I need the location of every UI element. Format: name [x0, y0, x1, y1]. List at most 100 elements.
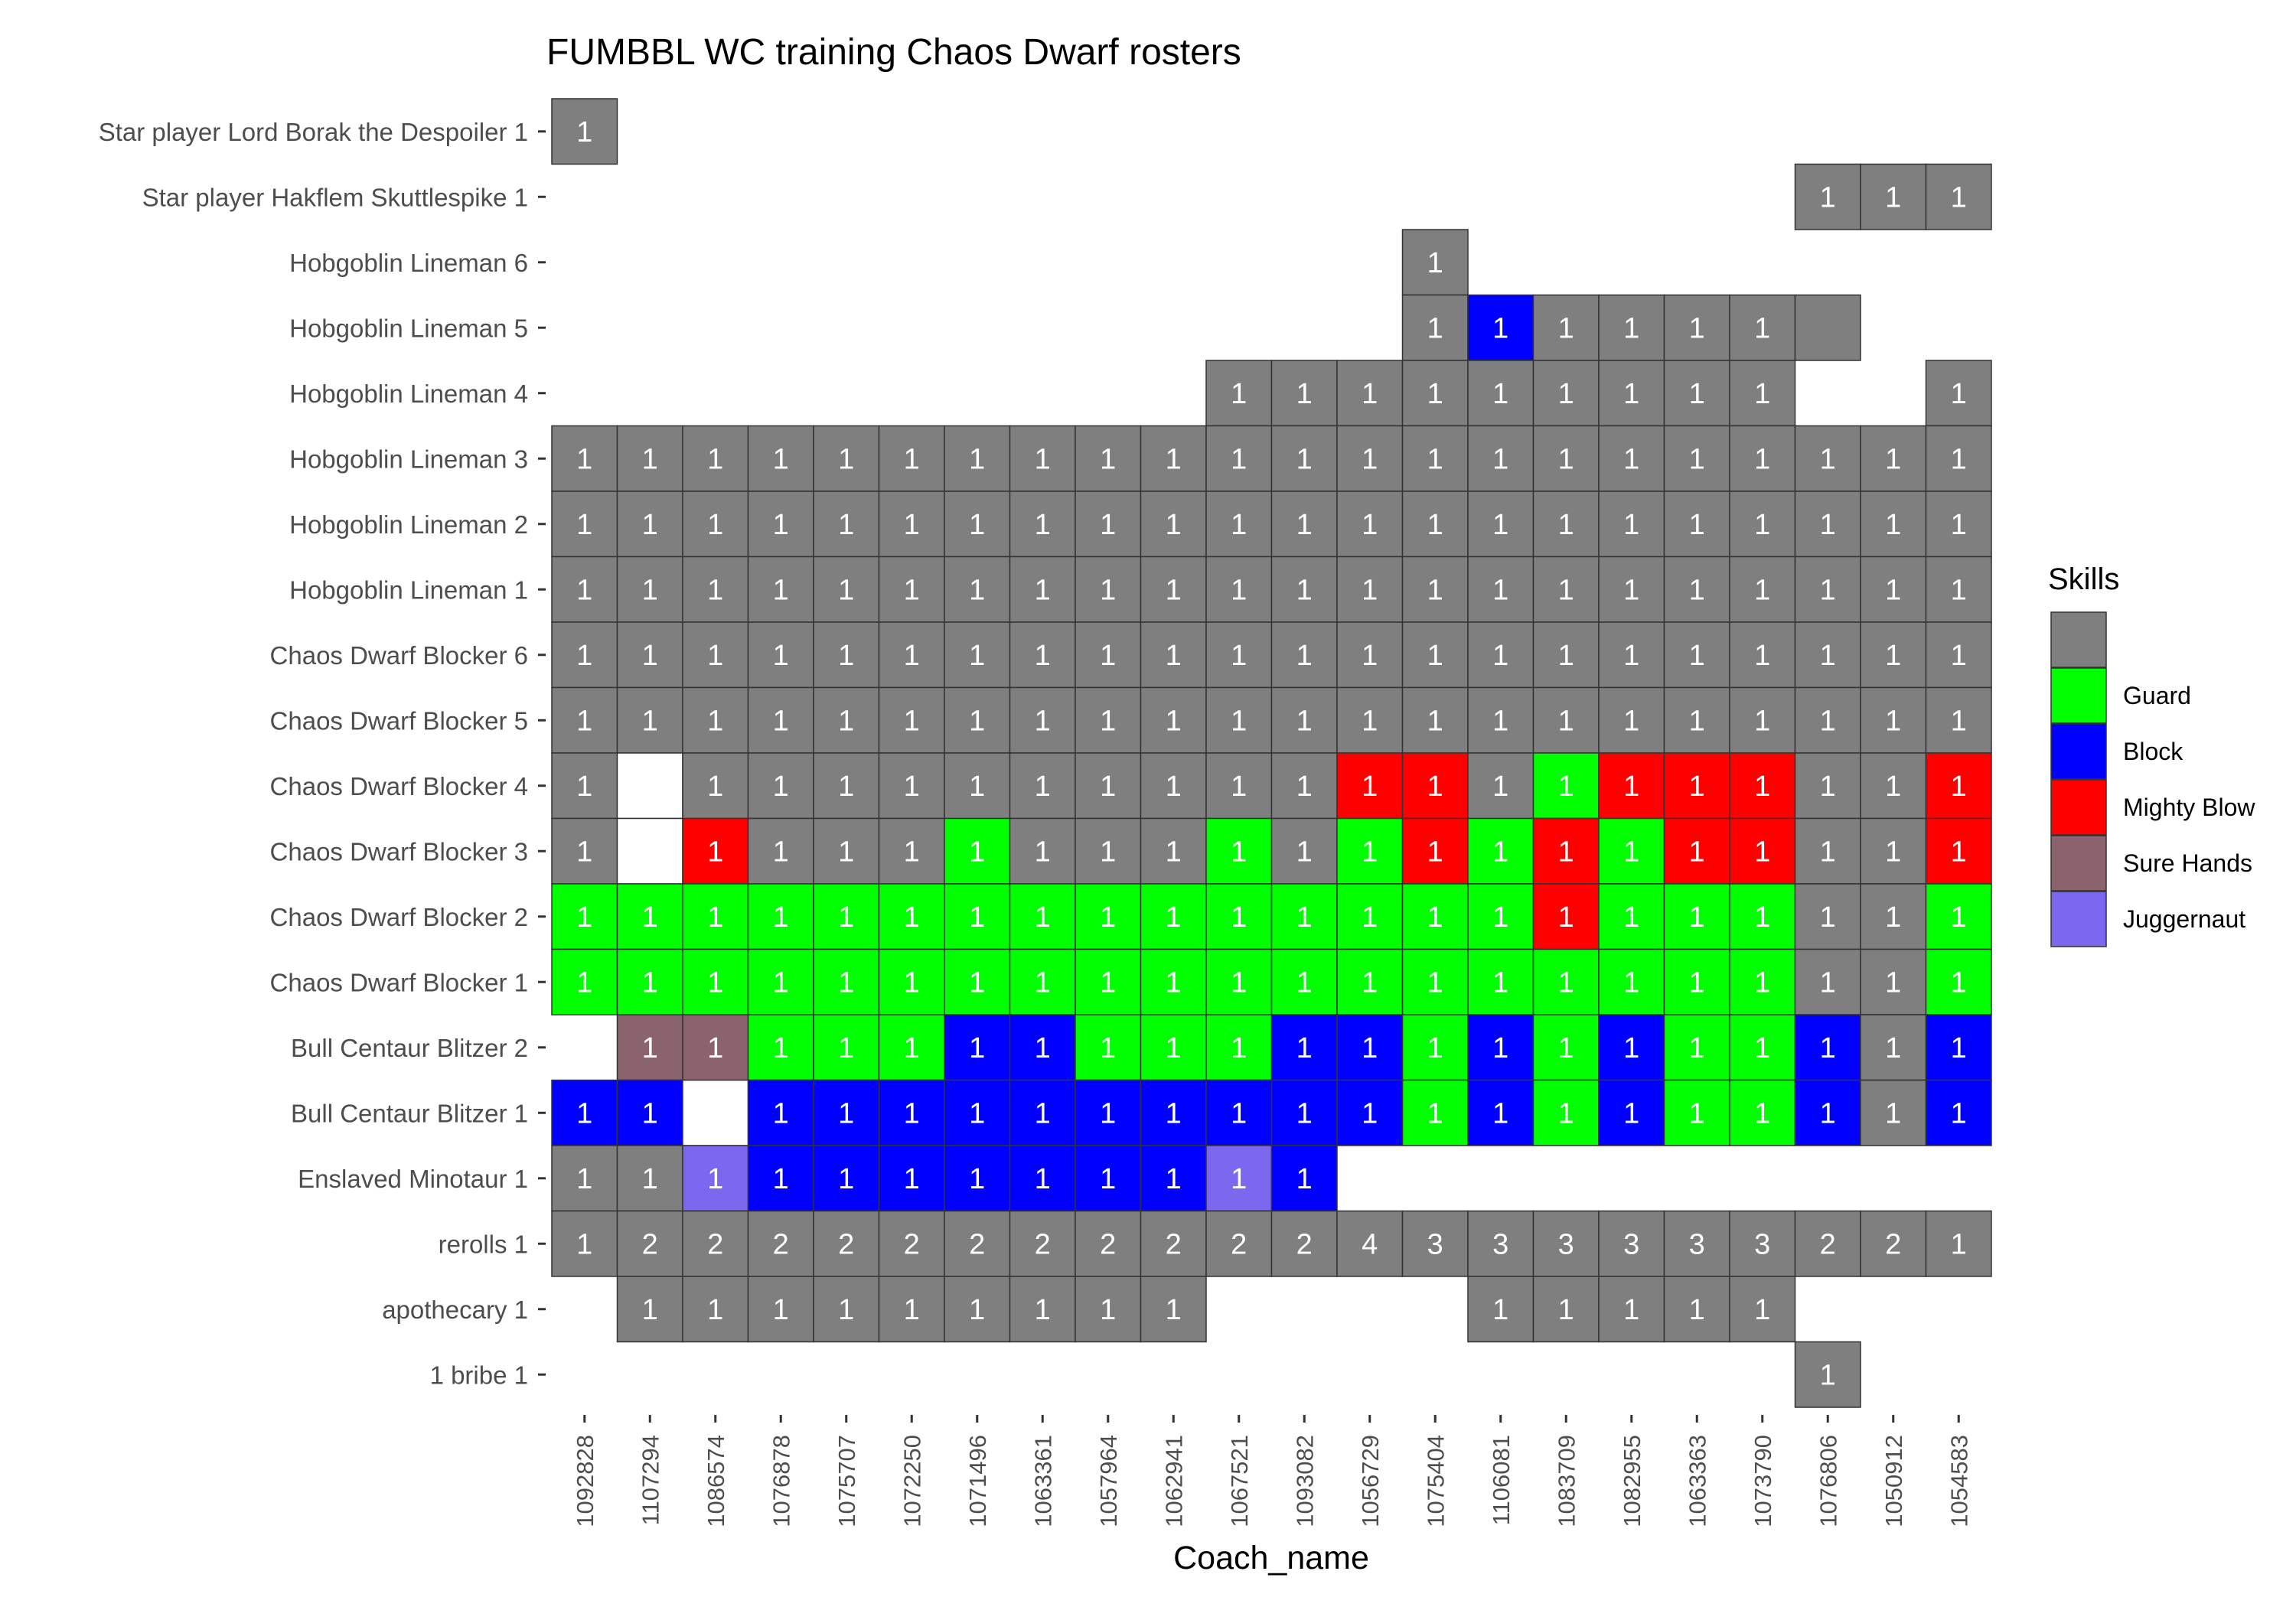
cell-label: 1: [707, 1294, 723, 1326]
cell-label: 1: [1951, 509, 1967, 541]
cell-label: 1: [1035, 443, 1051, 475]
heatmap-cell: [1270, 621, 1338, 689]
cell-label: 1: [1820, 966, 1836, 999]
cell-label: 1: [904, 1032, 920, 1064]
cell-label: 1: [773, 705, 789, 737]
cell-label: 1: [1362, 443, 1378, 475]
heatmap-cell: [1860, 491, 1927, 558]
heatmap-cell: [878, 1276, 945, 1343]
cell-label: 1: [1820, 574, 1836, 606]
heatmap-cell: [1598, 556, 1665, 623]
cell-label: 1: [642, 705, 658, 737]
cell-label: 1: [1296, 378, 1313, 410]
cell-label: 1: [969, 443, 985, 475]
legend-label: Mighty Blow: [2123, 794, 2255, 821]
heatmap-cell: [1794, 883, 1861, 950]
cell-label: 2: [969, 1228, 985, 1260]
heatmap-cell: [1532, 686, 1600, 754]
heatmap-cell: [944, 1079, 1011, 1146]
cell-label: 1: [707, 1032, 723, 1064]
cell-label: 1: [838, 966, 854, 999]
heatmap-cell: [813, 1210, 880, 1277]
cell-label: 1: [1820, 443, 1836, 475]
heatmap-cell: [616, 621, 683, 689]
heatmap-cell: [1729, 1276, 1796, 1343]
x-tick-label: 1062941: [1160, 1435, 1187, 1527]
heatmap-cell: [1401, 229, 1469, 296]
cell-label: 1: [1035, 966, 1051, 999]
cell-label: 1: [1951, 443, 1967, 475]
cell-label: 1: [838, 640, 854, 672]
heatmap-cell: [616, 948, 683, 1015]
cell-label: 1: [1558, 1097, 1574, 1129]
legend-label: Block: [2123, 738, 2183, 765]
cell-label: 1: [1492, 705, 1508, 737]
cell-label: 1: [1427, 378, 1443, 410]
cell-label: 1: [773, 1032, 789, 1064]
heatmap-cell: [1598, 621, 1665, 689]
cell-label: 1: [1689, 509, 1705, 541]
cell-label: 1: [1754, 640, 1770, 672]
heatmap-cell: [1270, 1210, 1338, 1277]
heatmap-cell: [1860, 163, 1927, 230]
heatmap-cell: [813, 1276, 880, 1343]
cell-label: 1: [904, 705, 920, 737]
x-tick-label: 1093082: [1291, 1435, 1318, 1527]
cell-label: 1: [1820, 509, 1836, 541]
cell-label: 1: [1296, 1163, 1313, 1195]
cell-label: 2: [1166, 1228, 1182, 1260]
cell-label: 1: [707, 509, 723, 541]
cell-label: 1: [1427, 312, 1443, 344]
cell-label: 1: [1100, 443, 1116, 475]
cell-label: 1: [576, 574, 592, 606]
y-tick-label: Hobgoblin Lineman 4: [289, 380, 528, 408]
cell-label: 1: [1231, 901, 1247, 934]
heatmap-cell: [1140, 883, 1207, 950]
cell-label: 1: [904, 901, 920, 934]
cell-label: 1: [1754, 509, 1770, 541]
heatmap-cell: [1140, 1079, 1207, 1146]
heatmap-cell: [1598, 883, 1665, 950]
heatmap-cell: [682, 621, 749, 689]
cell-label: 1: [1427, 1097, 1443, 1129]
cell-label: 1: [1362, 640, 1378, 672]
cell-label: 1: [1100, 1097, 1116, 1129]
legend-swatch: [2050, 611, 2107, 668]
heatmap-cell: [944, 752, 1011, 820]
cell-label: 1: [773, 1163, 789, 1195]
heatmap-cell: [1205, 883, 1273, 950]
heatmap-cell: [551, 1210, 618, 1277]
cell-label: 1: [1689, 771, 1705, 803]
cell-label: 1: [1820, 836, 1836, 868]
cell-label: 1: [1689, 1032, 1705, 1064]
cell-label: 1: [1754, 1294, 1770, 1326]
heatmap-cell: [551, 425, 618, 492]
cell-label: 1: [1885, 705, 1901, 737]
cell-label: 1: [1623, 574, 1639, 606]
cell-label: 1: [1166, 836, 1182, 868]
cell-label: 1: [707, 966, 723, 999]
x-tick-label: 1086574: [703, 1435, 729, 1527]
cell-label: 3: [1427, 1228, 1443, 1260]
heatmap-cell: [1663, 948, 1730, 1015]
cell-label: 1: [838, 771, 854, 803]
cell-label: 1: [1035, 1294, 1051, 1326]
x-tick-label: 1073790: [1750, 1435, 1776, 1527]
heatmap-cell: [1925, 1079, 1992, 1146]
heatmap-cell: [1075, 1145, 1142, 1212]
heatmap-cell: [747, 556, 814, 623]
heatmap-cell: [616, 491, 683, 558]
cell-label: 1: [1558, 771, 1574, 803]
y-tick-label: Chaos Dwarf Blocker 3: [270, 837, 528, 865]
heatmap-cell: [1205, 752, 1273, 820]
cell-label: 1: [1362, 509, 1378, 541]
heatmap-cell: [1467, 686, 1534, 754]
cell-label: 1: [1166, 901, 1182, 934]
heatmap-cell: [878, 817, 945, 885]
heatmap-cell: [1009, 491, 1076, 558]
cell-label: 1: [1231, 574, 1247, 606]
heatmap-cell: [1663, 556, 1730, 623]
cell-label: 1: [969, 966, 985, 999]
heatmap-cell: [1729, 752, 1796, 820]
cell-label: 1: [773, 771, 789, 803]
